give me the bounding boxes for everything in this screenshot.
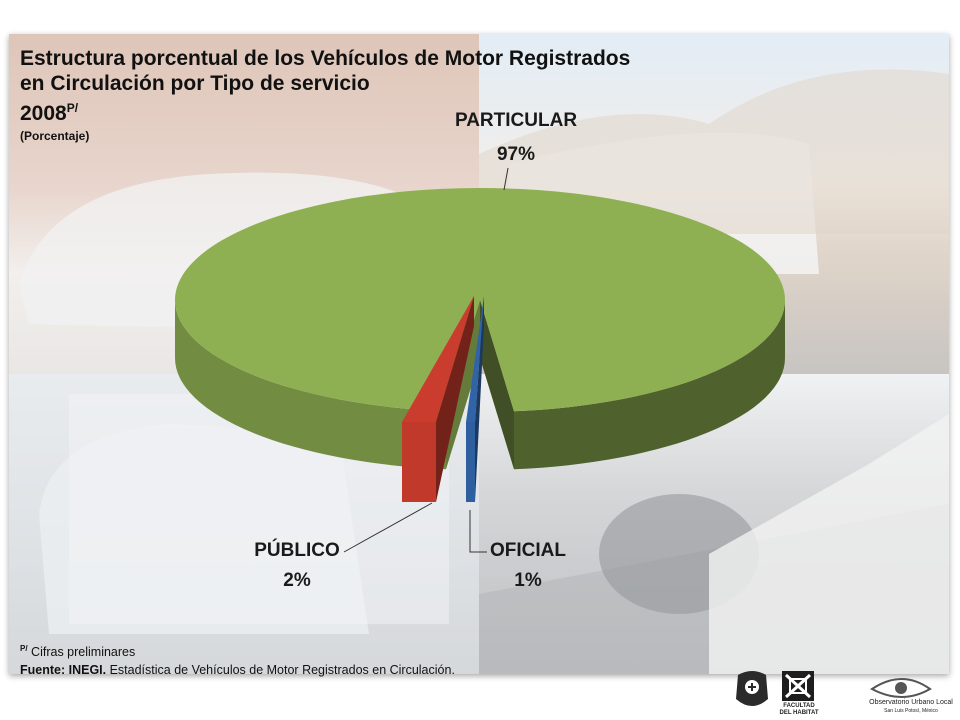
observatory-eye-icon [870,678,932,698]
chart-units: (Porcentaje) [20,129,90,143]
pie-slice-publico-side [436,296,474,502]
footer-source: Fuente: INEGI. Estadística de Vehículos … [20,661,455,679]
pie-slice-oficial-top [466,296,484,422]
pie-slice-publico [402,296,474,502]
pie-slice-publico-front [402,422,436,502]
pie-slice-particular-top [175,188,786,412]
pie-slice-particular-cut-right [480,300,514,470]
footer-note-marker: P/ [20,644,28,653]
slice-value-particular: 97% [497,144,535,165]
leader-line-publico [343,502,433,553]
pie-slice-particular-side-right [513,300,785,470]
chart-title-year-superscript: P/ [66,101,79,115]
logos: FACULTAD DEL HABITAT Observatorio Urbano… [730,667,960,717]
leader-line-oficial [469,510,487,553]
chart-title-line-2: en Circulación por Tipo de servicio [20,72,370,95]
pie-slice-oficial [466,296,484,502]
chart-title-line-1: Estructura porcentual de los Vehículos d… [20,47,631,70]
leader-line-particular [503,167,509,191]
footer: P/ Cifras preliminares Fuente: INEGI. Es… [20,640,455,679]
pie-slice-particular-side-left [175,300,447,470]
slice-value-oficial: 1% [514,570,542,591]
faculty-logo-icon [782,671,814,701]
slice-label-publico: PÚBLICO [254,539,340,561]
slice-value-publico: 2% [283,570,311,591]
pie-slice-publico-top [402,296,474,422]
pie-slices-layer [175,188,786,502]
pie-slice-particular-side [175,300,785,470]
chart-title-block: Estructura porcentual de los Vehículos d… [20,46,630,144]
pie-slice-oficial-front [466,422,475,502]
logo-graphics [736,671,932,706]
university-seal-icon [736,671,768,706]
observatory-logo-caption: Observatorio Urbano Local [869,699,953,706]
pie-slice-oficial-side [475,296,484,502]
observatory-logo-subcaption: San Luis Potosí, México [884,708,938,714]
pie-slice-particular-cut-left [446,300,480,470]
footer-source-prefix: Fuente: INEGI. [20,663,107,678]
footer-note-text: Cifras preliminares [31,645,136,660]
footer-note: P/ Cifras preliminares [20,640,455,661]
pie-labels-layer: PARTICULAR 97% PÚBLICO 2% OFICIAL 1% [254,110,577,591]
chart-title-year-line: 2008P/ [20,96,630,126]
slice-label-particular: PARTICULAR [455,110,577,131]
chart-title-year: 2008 [20,102,67,125]
footer-source-text: Estadística de Vehículos de Motor Regist… [106,663,455,678]
faculty-logo-caption: FACULTAD DEL HABITAT [779,703,819,716]
slice-label-oficial: OFICIAL [490,540,566,561]
